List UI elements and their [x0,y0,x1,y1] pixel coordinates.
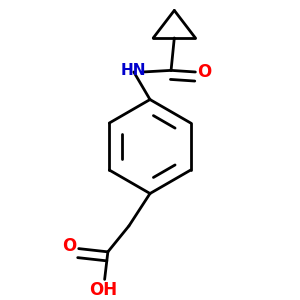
Text: OH: OH [89,281,117,299]
Text: O: O [197,63,212,81]
Text: HN: HN [121,63,146,78]
Text: O: O [62,237,77,255]
